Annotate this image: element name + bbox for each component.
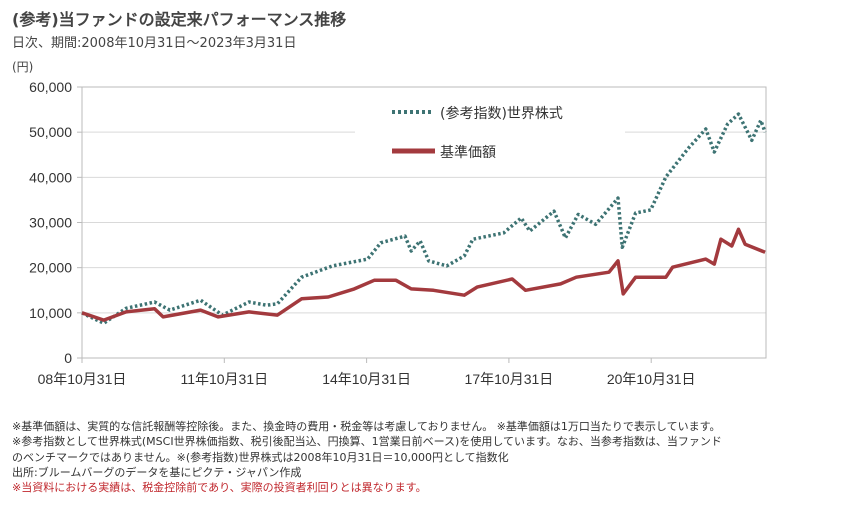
y-tick-label: 20,000 bbox=[29, 260, 72, 276]
legend-label-world-stocks: (参考指数)世界株式 bbox=[440, 105, 563, 122]
footnote: ※基準価額は、実質的な信託報酬等控除後。また、換金時の費用・税金等は考慮しており… bbox=[12, 420, 721, 433]
x-tick-label: 08年10月31日 bbox=[38, 371, 127, 387]
footnote: のベンチマークではありません。※(参考指数)世界株式は2008年10月31日＝1… bbox=[12, 450, 509, 464]
y-tick-label: 50,000 bbox=[29, 124, 72, 140]
y-axis-unit: (円) bbox=[12, 60, 34, 74]
x-tick-label: 20年10月31日 bbox=[607, 371, 696, 387]
y-tick-label: 0 bbox=[64, 350, 72, 366]
series-line-world-stocks bbox=[81, 112, 767, 325]
footnote: ※参考指数として世界株式(MSCI世界株価指数、税引後配当込、円換算、1営業日前… bbox=[12, 435, 722, 449]
footnotes: ※基準価額は、実質的な信託報酬等控除後。また、換金時の費用・税金等は考慮しており… bbox=[12, 419, 722, 495]
source-note: 出所:ブルームバーグのデータを基にピクテ・ジャパン作成 bbox=[12, 465, 302, 479]
x-tick-label: 17年10月31日 bbox=[465, 371, 554, 387]
x-tick-label: 11年10月31日 bbox=[180, 371, 268, 387]
chart-title: (参考)当ファンドの設定来パフォーマンス推移 bbox=[12, 10, 347, 29]
series-line-nav bbox=[81, 227, 766, 322]
legend: (参考指数)世界株式 基準価額 bbox=[355, 96, 625, 168]
performance-chart: 0 10,000 20,000 30,000 40,000 50,000 60,000 08年… bbox=[29, 79, 767, 387]
y-tick-label: 60,000 bbox=[29, 79, 72, 95]
y-tick-label: 30,000 bbox=[29, 215, 72, 231]
y-tick-label: 10,000 bbox=[29, 305, 72, 321]
disclaimer: ※当資料における実績は、税金控除前であり、実際の投資者利回りとは異なります。 bbox=[12, 481, 427, 495]
y-tick-label: 40,000 bbox=[29, 169, 72, 185]
chart-subtitle: 日次、期間:2008年10月31日～2023年3月31日 bbox=[12, 36, 297, 51]
legend-label-nav: 基準価額 bbox=[440, 144, 496, 161]
x-tick-label: 14年10月31日 bbox=[322, 371, 411, 387]
